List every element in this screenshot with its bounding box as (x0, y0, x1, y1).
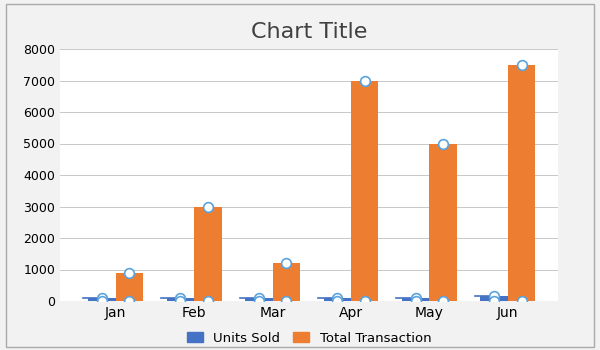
Bar (481, 296, 508, 301)
Point (203, 204, 212, 209)
Point (439, 298, 448, 304)
Bar (167, 298, 194, 301)
Point (490, 298, 499, 304)
Point (490, 293, 499, 299)
Bar (508, 65, 535, 301)
Point (360, 78, 370, 83)
Point (125, 298, 134, 304)
Point (97, 295, 107, 301)
Bar (351, 80, 379, 301)
Point (332, 295, 342, 301)
Point (439, 141, 448, 146)
Bar (430, 144, 457, 301)
Point (411, 295, 421, 301)
Point (125, 270, 134, 275)
Point (517, 298, 526, 304)
Point (360, 298, 370, 304)
Legend: Units Sold, Total Transaction: Units Sold, Total Transaction (181, 326, 437, 350)
Point (332, 298, 342, 304)
Bar (272, 263, 300, 301)
Bar (88, 298, 116, 301)
Point (411, 298, 421, 304)
Bar (194, 206, 221, 301)
Point (176, 295, 185, 301)
Point (203, 298, 212, 304)
Point (281, 298, 291, 304)
Point (517, 62, 526, 68)
Point (254, 298, 263, 304)
Point (281, 260, 291, 266)
Point (254, 295, 263, 301)
Point (97, 298, 107, 304)
Bar (116, 273, 143, 301)
Point (176, 298, 185, 304)
Bar (402, 298, 430, 301)
Title: Chart Title: Chart Title (251, 22, 367, 42)
Bar (245, 298, 272, 301)
Bar (323, 298, 351, 301)
